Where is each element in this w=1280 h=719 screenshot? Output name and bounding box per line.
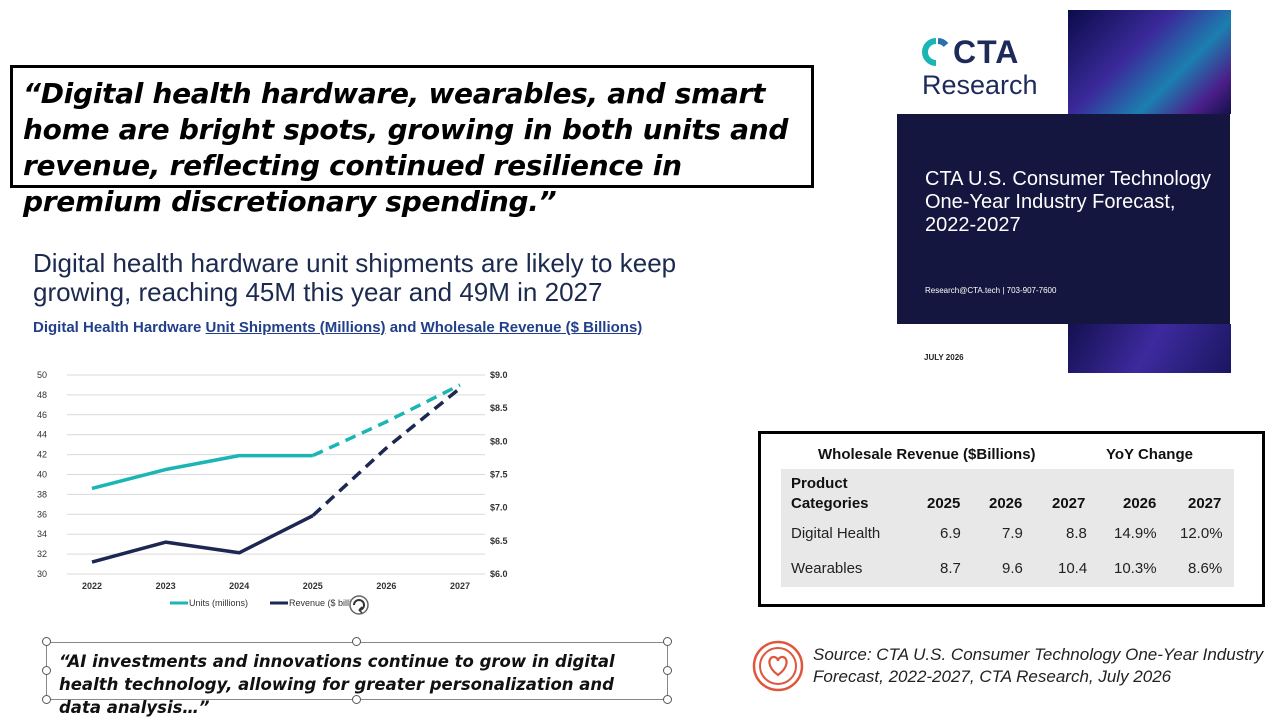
right-tick-label: $9.0 [490, 370, 508, 380]
table-cell: 8.6% [1188, 560, 1223, 577]
series-forecast-line-2 [311, 386, 462, 517]
cover-contact: Research@CTA.tech | 703-907-7600 [925, 286, 1057, 295]
resize-handle[interactable] [42, 666, 51, 675]
legend-label: Revenue ($ billions) [289, 598, 369, 608]
table-cell: 14.9% [1114, 525, 1157, 542]
rotate-handle-icon[interactable] [349, 595, 369, 615]
chart-grid [67, 374, 485, 575]
col-header-yoy-2026: 2026 [1123, 495, 1157, 512]
source-citation: Source: CTA U.S. Consumer Technology One… [813, 645, 1264, 686]
col-header-2025: 2025 [927, 495, 961, 512]
series-line-1 [91, 453, 313, 491]
left-tick-label: 30 [37, 569, 47, 579]
resize-handle[interactable] [352, 637, 361, 646]
resize-handle[interactable] [663, 666, 672, 675]
x-tick-label: 2023 [156, 581, 176, 591]
right-tick-label: $7.0 [490, 503, 508, 513]
cta-logo-icon [922, 38, 949, 66]
left-tick-label: 46 [37, 410, 47, 420]
table-cell: 12.0% [1180, 525, 1223, 542]
subhead-middle: and [385, 319, 421, 336]
left-tick-label: 38 [37, 489, 47, 499]
left-axis: 30 32 34 36 38 40 42 44 46 48 50 [37, 370, 47, 579]
cover-title-band [897, 114, 1230, 324]
col-header-product: Product [791, 475, 848, 492]
left-tick-label: 34 [37, 529, 47, 539]
right-tick-label: $6.5 [490, 536, 508, 546]
resize-handle[interactable] [352, 695, 361, 704]
left-tick-label: 40 [37, 470, 47, 480]
yoy-header: YoY Change [1106, 446, 1193, 463]
row-label: Digital Health [791, 525, 881, 542]
subhead-prefix: Digital Health Hardware [33, 319, 206, 336]
col-header-categories: Categories [791, 495, 869, 512]
cover-logo-research: Research [922, 70, 1038, 100]
cover-title: CTA U.S. Consumer Technology One-Year In… [925, 168, 1212, 236]
right-tick-label: $7.5 [490, 470, 508, 480]
chart-series [91, 383, 462, 564]
left-tick-label: 48 [37, 390, 47, 400]
resize-handle[interactable] [42, 637, 51, 646]
table-body [781, 469, 1234, 587]
revenue-header: Wholesale Revenue ($Billions) [818, 446, 1036, 463]
revenue-link[interactable]: Wholesale Revenue ($ Billions) [420, 319, 643, 336]
chart-headline: Digital health hardware unit shipments a… [33, 248, 677, 307]
table-cell: 7.9 [1002, 525, 1023, 542]
right-tick-label: $8.0 [490, 436, 508, 446]
table-cell: 8.8 [1066, 525, 1087, 542]
cover-image-bottom [1068, 324, 1231, 373]
col-header-yoy-2027: 2027 [1188, 495, 1222, 512]
top-quote-text: “Digital health hardware, wearables, and… [23, 77, 789, 218]
resize-handle[interactable] [663, 695, 672, 704]
resize-handle[interactable] [42, 695, 51, 704]
right-tick-label: $8.5 [490, 403, 508, 413]
cover-date: JULY 2026 [924, 353, 964, 362]
col-header-2026: 2026 [989, 495, 1023, 512]
table-cell: 9.6 [1002, 560, 1023, 577]
table-cell: 8.7 [940, 560, 961, 577]
left-tick-label: 50 [37, 370, 47, 380]
right-tick-label: $6.0 [490, 569, 508, 579]
x-tick-label: 2026 [376, 581, 396, 591]
bottom-quote-text[interactable]: “AI investments and innovations continue… [59, 652, 615, 717]
series-line-2 [91, 514, 314, 564]
units-link[interactable]: Unit Shipments (Millions) [205, 319, 386, 336]
series-forecast-line-1 [312, 383, 461, 458]
heart-rings-icon [752, 640, 804, 692]
x-tick-label: 2027 [450, 581, 470, 591]
chart-subheading: Digital Health Hardware Unit Shipments (… [33, 319, 642, 336]
table-cell: 6.9 [940, 525, 961, 542]
x-axis: 2022 2023 2024 2025 2026 2027 [82, 581, 470, 591]
top-quote-box[interactable]: “Digital health hardware, wearables, and… [10, 65, 814, 218]
left-tick-label: 42 [37, 450, 47, 460]
bottom-quote-box[interactable]: “AI investments and innovations continue… [46, 642, 668, 717]
left-tick-label: 32 [37, 549, 47, 559]
x-tick-label: 2025 [303, 581, 323, 591]
left-tick-label: 36 [37, 509, 47, 519]
col-header-2027: 2027 [1052, 495, 1086, 512]
right-axis: $6.0 $6.5 $7.0 $7.5 $8.0 $8.5 $9.0 [490, 370, 508, 579]
chart-legend: Units (millions) Revenue ($ billions) [170, 598, 369, 608]
left-tick-label: 44 [37, 430, 47, 440]
table-cell: 10.3% [1114, 560, 1157, 577]
row-label: Wearables [791, 560, 863, 577]
table-cell: 10.4 [1058, 560, 1088, 577]
x-tick-label: 2024 [229, 581, 249, 591]
cover-image-top [1068, 10, 1231, 114]
legend-label: Units (millions) [189, 598, 248, 608]
resize-handle[interactable] [663, 637, 672, 646]
cover-logo-cta: CTA [953, 34, 1020, 70]
x-tick-label: 2022 [82, 581, 102, 591]
